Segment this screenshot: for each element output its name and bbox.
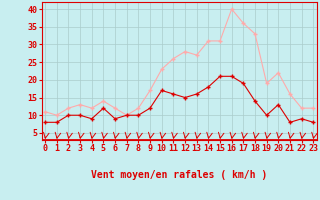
X-axis label: Vent moyen/en rafales ( km/h ): Vent moyen/en rafales ( km/h ) [91, 170, 267, 180]
